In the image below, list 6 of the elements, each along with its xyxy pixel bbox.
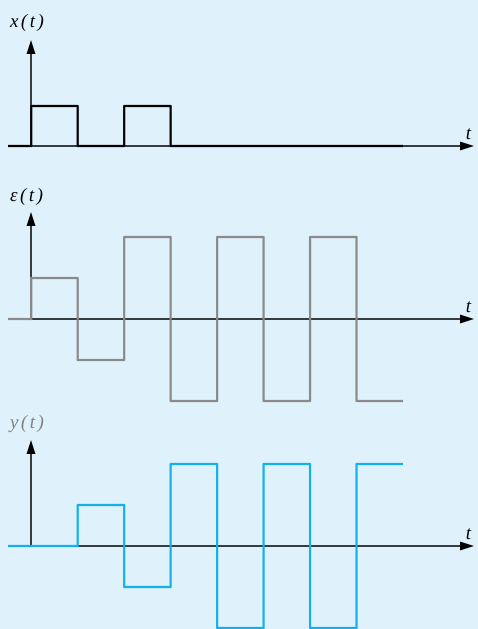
y-axis-title: x(t) (9, 11, 46, 32)
y-axis-title: ε(t) (10, 185, 46, 206)
x-axis-title: t (466, 123, 472, 144)
x-axis-title: t (466, 296, 472, 317)
x-axis-title: t (466, 523, 472, 544)
y-axis-title: y(t) (8, 412, 46, 433)
